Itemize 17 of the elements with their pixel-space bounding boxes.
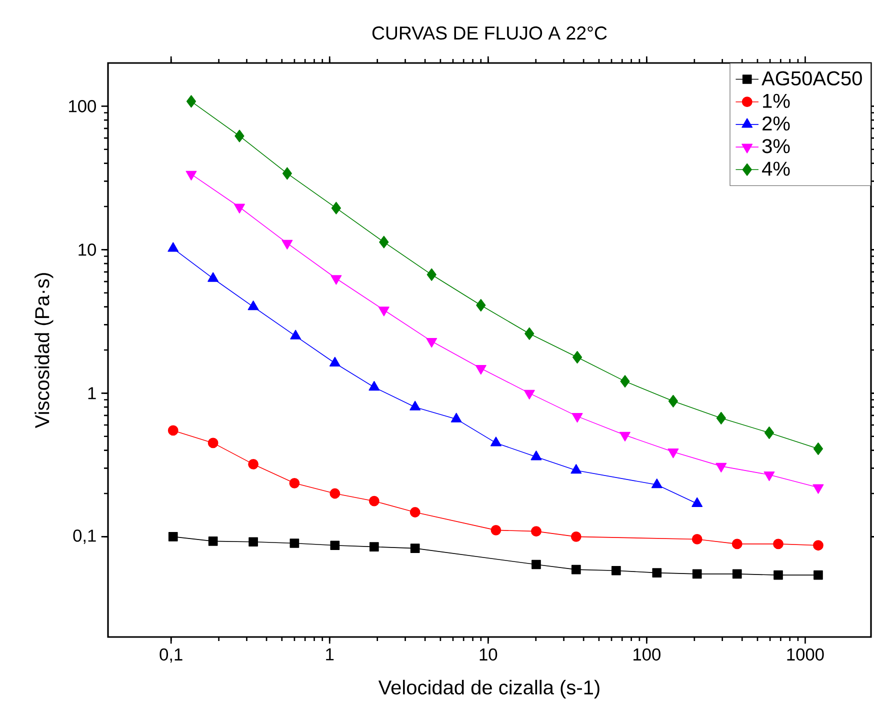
x-tick-label: 1000 — [787, 648, 824, 661]
y-axis-title: Viscosidad (Pa·s) — [34, 273, 54, 428]
x-tick-label: 10 — [480, 648, 498, 661]
legend-label: 1% — [763, 94, 790, 108]
legend-label: AG50AC50 — [762, 71, 862, 86]
legend-label: 2% — [762, 116, 790, 131]
legend-label: 4% — [762, 162, 790, 176]
x-tick-label: 100 — [634, 648, 660, 661]
x-axis-title: Velocidad de cizalla (s-1) — [378, 680, 600, 698]
y-tick-label: 10 — [78, 244, 96, 256]
y-tick-label: 1 — [88, 387, 96, 400]
y-tick-label: 0,1 — [73, 530, 96, 544]
y-tick-label: 100 — [69, 100, 96, 112]
x-tick-label: 0,1 — [160, 648, 182, 663]
legend-label: 3% — [762, 139, 790, 154]
chart-title: CURVAS DE FLUJO A 22°C — [372, 26, 607, 40]
x-tick-label: 1 — [326, 648, 334, 660]
